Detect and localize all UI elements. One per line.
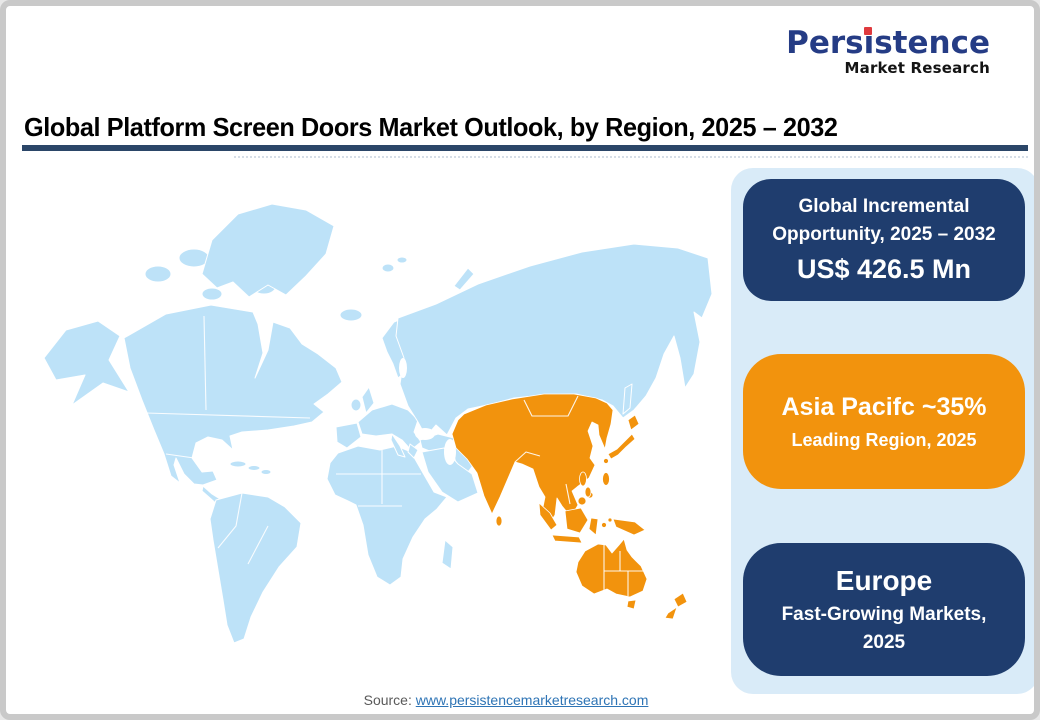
region-greece [407, 443, 419, 459]
europe-card: Europe Fast-Growing Markets, 2025 [743, 543, 1025, 676]
island-caribbean [260, 469, 272, 475]
island-sri-lanka [495, 515, 503, 527]
island-sakhalin [622, 383, 633, 415]
baltic-sea [399, 358, 407, 378]
island-philippines [584, 486, 592, 498]
island-britain [361, 386, 375, 414]
global-opportunity-value: US$ 426.5 Mn [796, 253, 972, 284]
island-caribbean [247, 465, 261, 471]
continent-greenland [201, 203, 335, 298]
world-map [43, 203, 713, 644]
source-link[interactable]: www.persistencemarketresearch.com [415, 692, 649, 708]
asia-pacific-headline: Asia Pacifc ~35% [781, 393, 987, 422]
island-moluccas [601, 522, 607, 528]
island-hokkaido [627, 414, 640, 431]
region-iberia [335, 422, 362, 449]
island-svalbard [381, 263, 395, 273]
pmr-logo-brand: Persistence [786, 25, 990, 61]
island-madagascar [441, 539, 454, 570]
island-novaya-zemlya [453, 267, 475, 291]
page-title: Global Platform Screen Doors Market Outl… [24, 112, 838, 142]
black-sea [415, 428, 435, 440]
region-asia-mainland [451, 393, 614, 527]
island-new-zealand-south [664, 606, 678, 620]
arctic-island [201, 287, 223, 301]
region-italy [390, 433, 406, 458]
asia-pacific-card: Asia Pacifc ~35% Leading Region, 2025 [743, 354, 1025, 489]
island-caribbean [229, 460, 247, 468]
island-sulawesi [588, 517, 599, 536]
source-line: Source: www.persistencemarketresearch.co… [6, 692, 1020, 708]
pmr-logo-subtitle: Market Research [844, 59, 990, 77]
logo-red-dot-i: i [863, 25, 875, 61]
island-taiwan [602, 472, 610, 486]
island-new-zealand-north [673, 592, 688, 608]
country-border-lines [145, 315, 646, 596]
source-label: Source: [363, 692, 416, 708]
europe-subline: Fast-Growing Markets, [781, 603, 987, 625]
continent-south-america [209, 492, 302, 644]
island-sumatra [538, 502, 558, 531]
asia-pacific-subline: Leading Region, 2025 [791, 429, 977, 450]
island-kyushu [603, 458, 609, 464]
base-landmass [43, 203, 713, 644]
island-philippines [579, 471, 587, 487]
island-svalbard [396, 256, 408, 264]
island-iceland [339, 308, 363, 322]
caspian-sea [444, 439, 456, 465]
title-underline [22, 145, 1028, 158]
region-australia [575, 538, 648, 598]
island-borneo [564, 507, 589, 534]
island-moluccas [607, 517, 613, 523]
europe-year: 2025 [862, 631, 906, 653]
island-philippines [577, 496, 587, 506]
continent-africa [326, 445, 448, 586]
asia-pacific-highlight [451, 393, 688, 620]
island-new-guinea [612, 518, 646, 536]
continent-alaska [43, 320, 130, 406]
continent-north-america [123, 304, 343, 486]
island-java [551, 534, 583, 544]
pmr-logo: Persistence Market Research [786, 28, 990, 76]
global-opportunity-card: Global Incremental Opportunity, 2025 – 2… [743, 179, 1025, 301]
island-tasmania [626, 599, 637, 610]
europe-headline: Europe [835, 564, 933, 596]
global-opportunity-line1: Global Incremental [798, 195, 970, 217]
global-opportunity-line2: Opportunity, 2025 – 2032 [772, 224, 996, 246]
arctic-island [144, 265, 172, 283]
island-honshu [607, 433, 636, 460]
island-ireland [350, 398, 362, 412]
